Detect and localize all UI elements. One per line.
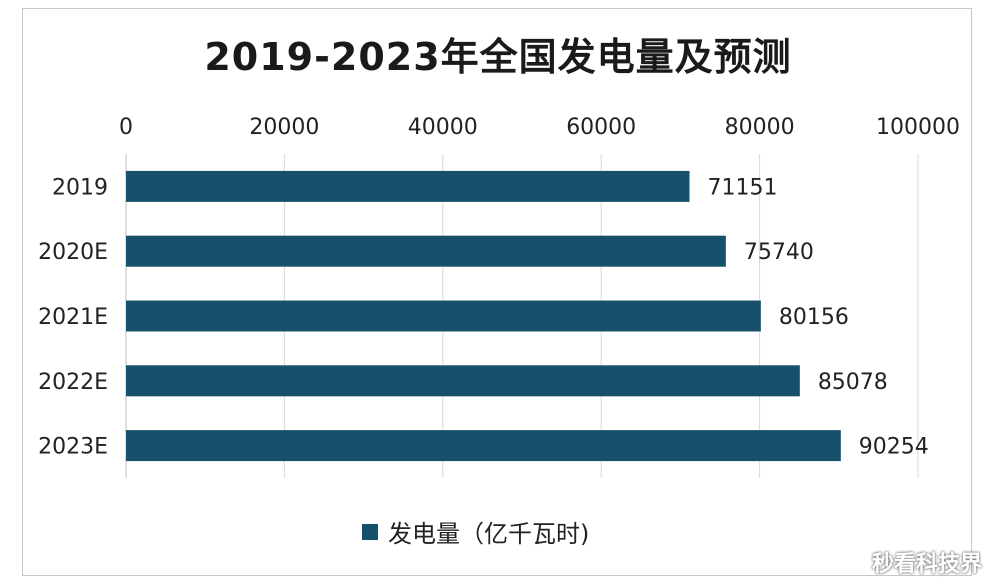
data-label: 75740 [744,240,814,265]
category-label: 2023E [38,435,108,460]
x-tick-label: 100000 [876,115,960,140]
data-label: 90254 [859,435,929,460]
legend-swatch [362,523,378,540]
bars [126,170,841,462]
bar [126,170,690,202]
bar [126,235,726,267]
data-label: 80156 [779,305,849,330]
category-label: 2020E [38,240,108,265]
x-tick-label: 20000 [249,115,319,140]
x-tick-label: 60000 [566,115,636,140]
bar [126,300,761,332]
x-tick-label: 40000 [408,115,478,140]
category-label: 2021E [38,305,108,330]
data-labels: 71151 75740 80156 85078 90254 [708,175,929,459]
chart-title: 2019-2023年全国发电量及预测 [204,35,792,79]
data-label: 71151 [708,175,778,200]
data-label: 85078 [818,370,888,395]
watermark: 秒看科技界 [871,552,982,577]
category-label: 2019 [52,175,108,200]
legend: 发电量（亿千瓦时) [362,514,589,549]
y-axis-categories: 2019 2020E 2021E 2022E 2023E [38,175,108,459]
x-tick-label: 80000 [725,115,795,140]
category-label: 2022E [38,370,108,395]
x-axis-ticks: 0 20000 40000 60000 80000 100000 [119,115,960,140]
bar [126,430,841,462]
x-tick-label: 0 [119,115,133,140]
chart-frame [22,8,972,576]
bar [126,365,800,397]
legend-label: 发电量（亿千瓦时) [388,520,590,548]
